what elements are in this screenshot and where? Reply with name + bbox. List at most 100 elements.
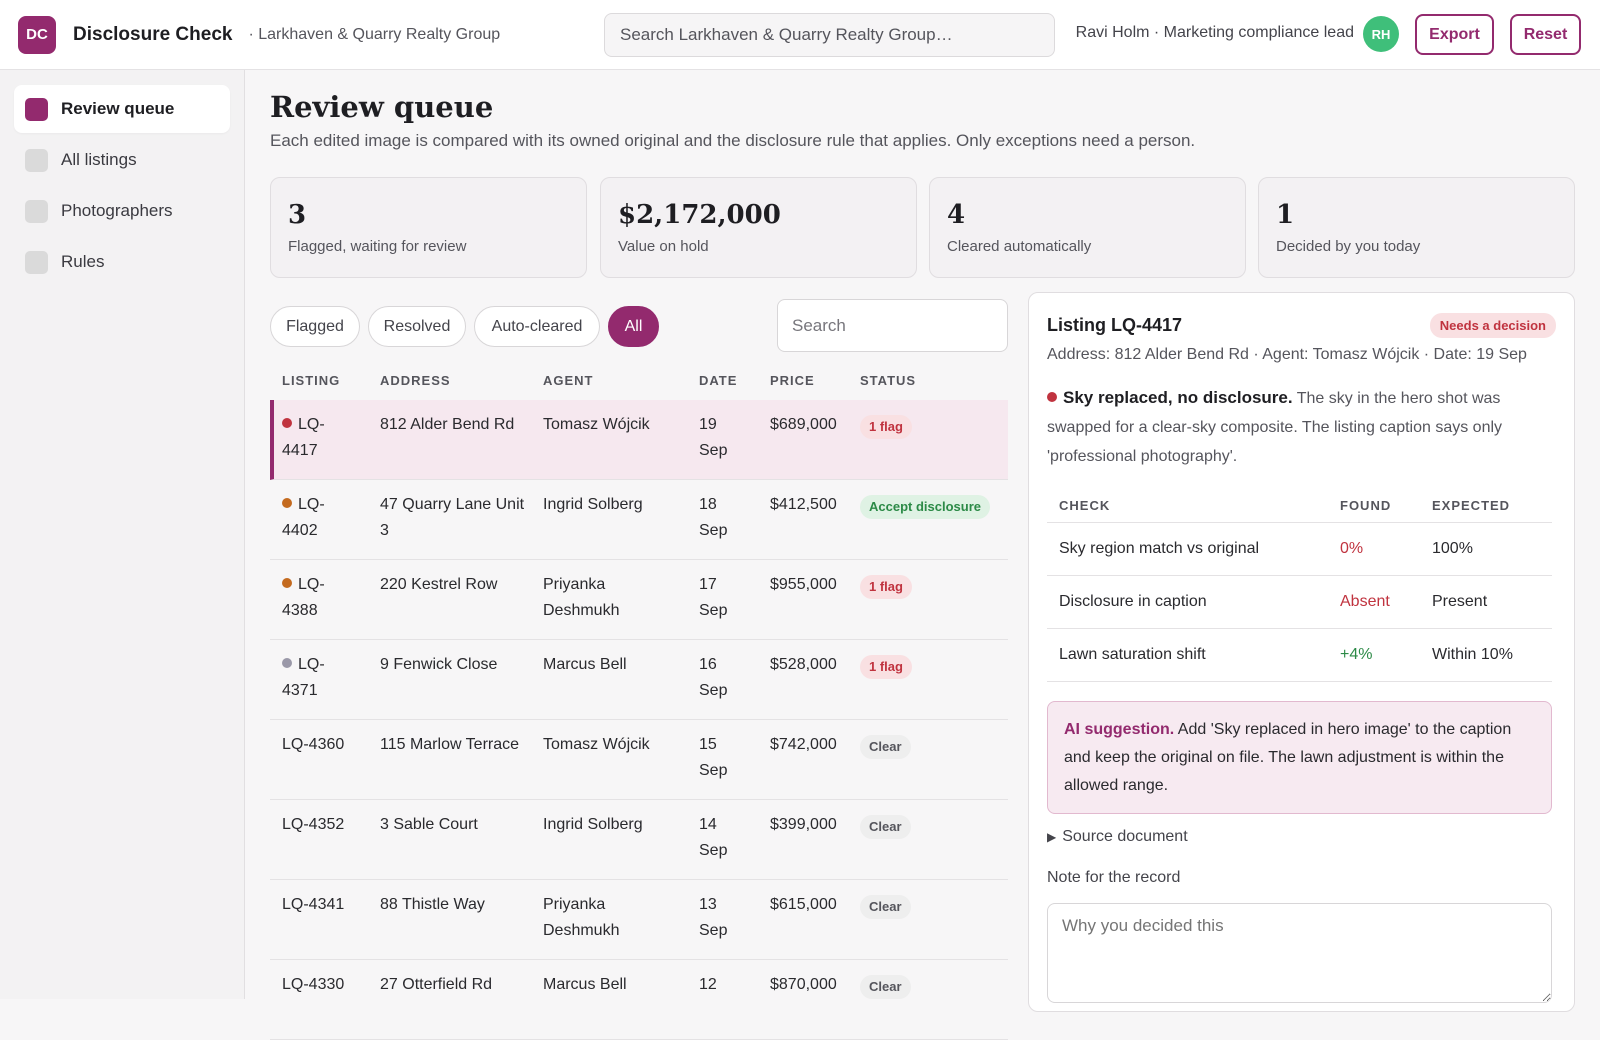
- date: 12: [699, 972, 744, 998]
- price: $870,000: [770, 976, 837, 993]
- price: $399,000: [770, 816, 837, 833]
- status-dot-icon: [282, 418, 292, 428]
- table-row[interactable]: LQ- 4402 47 Quarry Lane Unit 3 Ingrid Solbe…: [270, 480, 1008, 560]
- org-name: · Larkhaven & Quarry Realty Group: [248, 25, 501, 43]
- table-row[interactable]: LQ- 4388 220 Kestrel Row Priyanka Deshmukh 1…: [270, 560, 1008, 640]
- top-bar: DC Disclosure Check · Larkhaven & Quarry…: [0, 0, 1600, 70]
- app-logo: DC: [18, 15, 56, 54]
- filter-chip-resolved[interactable]: Resolved: [368, 306, 466, 347]
- date-month: Sep: [699, 842, 728, 859]
- listing-id: LQ- 4371: [282, 652, 362, 704]
- address: 115 Marlow Terrace: [380, 736, 520, 753]
- stat-label: Decided by you today: [1276, 238, 1421, 255]
- sidebar-item-review-queue[interactable]: Review queue: [14, 85, 230, 133]
- status-badge: Clear: [860, 815, 911, 839]
- listing-id-prefix: LQ-4330: [282, 976, 345, 993]
- listing-id-prefix: LQ-: [298, 576, 325, 593]
- check-name: Disclosure in caption: [1059, 593, 1207, 610]
- table-body: LQ- 4417 812 Alder Bend Rd Tomasz Wójcik 19 S…: [270, 400, 1008, 1040]
- stat-label: Cleared automatically: [947, 238, 1092, 255]
- sidebar-item-rules[interactable]: Rules: [14, 238, 230, 286]
- stat-value: 4: [947, 200, 966, 230]
- check-row: Sky region match vs original 0% 100%: [1047, 523, 1552, 576]
- review-queue-icon: [25, 97, 48, 121]
- price: $955,000: [770, 576, 837, 593]
- triangle-right-icon: ▶: [1047, 830, 1057, 844]
- table-row[interactable]: LQ-4330 27 Otterfield Rd Marcus Bell 12 $870…: [270, 960, 1008, 1040]
- table-row[interactable]: LQ-4341 88 Thistle Way Priyanka Deshmukh 13…: [270, 880, 1008, 960]
- status-cell: Clear: [860, 814, 911, 840]
- listing-id-prefix: LQ-: [298, 496, 325, 513]
- table-row[interactable]: LQ- 4371 9 Fenwick Close Marcus Bell 16 Sep $5…: [270, 640, 1008, 720]
- col-date: DATE: [699, 372, 738, 388]
- listing-id-suffix: 4402: [282, 522, 318, 539]
- check-row: Disclosure in caption Absent Present: [1047, 576, 1552, 629]
- table-row[interactable]: LQ- 4417 812 Alder Bend Rd Tomasz Wójcik 19 S…: [270, 400, 1008, 480]
- note-label: Note for the record: [1047, 869, 1181, 886]
- status-cell: Clear: [860, 894, 911, 920]
- table-search-input[interactable]: Search: [777, 299, 1008, 352]
- sidebar-item-all-listings[interactable]: All listings: [14, 136, 230, 184]
- avatar[interactable]: RH: [1363, 16, 1399, 52]
- detail-title: Listing LQ-4417: [1047, 315, 1183, 335]
- source-document-toggle[interactable]: ▶ Source document: [1047, 828, 1188, 846]
- sidebar: Review queue All listings Photographers …: [0, 70, 245, 999]
- global-search-input[interactable]: Search Larkhaven & Quarry Realty Group…: [604, 13, 1055, 57]
- check-found: Absent: [1340, 593, 1390, 610]
- stat-card-cleared: 4 Cleared automatically: [929, 177, 1246, 278]
- note-field[interactable]: [1047, 903, 1552, 1003]
- filter-chip-all[interactable]: All: [608, 306, 659, 347]
- status-badge: 1 flag: [860, 575, 912, 599]
- stat-card-decided: 1 Decided by you today: [1258, 177, 1575, 278]
- date: 15 Sep: [699, 732, 744, 784]
- date-day: 19: [699, 416, 717, 433]
- status-cell: 1 flag: [860, 574, 912, 600]
- status-dot-icon: [282, 578, 292, 588]
- date-day: 15: [699, 736, 717, 753]
- status-badge: Clear: [860, 975, 911, 999]
- listing-id-prefix: LQ-: [298, 656, 325, 673]
- sidebar-item-photographers[interactable]: Photographers: [14, 187, 230, 235]
- date-month: Sep: [699, 762, 728, 779]
- check-row: Lawn saturation shift +4% Within 10%: [1047, 629, 1552, 682]
- ai-suggestion-text: Add 'Sky replaced in hero image' to the …: [1064, 721, 1512, 794]
- reset-button[interactable]: Reset: [1510, 14, 1581, 55]
- issue-dot-icon: [1047, 392, 1057, 402]
- check-expected: Present: [1432, 593, 1488, 610]
- col-agent: AGENT: [543, 372, 594, 388]
- listing-id: LQ- 4402: [282, 492, 362, 544]
- listing-id: LQ- 4388: [282, 572, 362, 624]
- address: 27 Otterfield Rd: [380, 976, 493, 993]
- date-day: 13: [699, 896, 717, 913]
- status-badge: Needs a decision: [1429, 313, 1556, 338]
- checks-table: CHECK FOUND EXPECTED Sky region match vs…: [1047, 485, 1552, 682]
- col-expected: EXPECTED: [1432, 498, 1511, 513]
- status-badge: Accept disclosure: [860, 495, 990, 519]
- stat-label: Value on hold: [618, 238, 709, 255]
- detail-panel: Listing LQ-4417 Needs a decision Address…: [1028, 292, 1575, 1012]
- date-day: 16: [699, 656, 717, 673]
- filter-chip-flagged[interactable]: Flagged: [270, 306, 360, 347]
- agent: Priyanka Deshmukh: [543, 896, 620, 939]
- date-month: Sep: [699, 602, 728, 619]
- export-button[interactable]: Export: [1415, 14, 1494, 55]
- status-cell: Clear: [860, 974, 911, 1000]
- status-cell: 1 flag: [860, 414, 912, 440]
- listing-id: LQ-4341: [282, 892, 362, 918]
- status-badge: 1 flag: [860, 415, 912, 439]
- date-day: 18: [699, 496, 717, 513]
- filter-chip-auto-cleared[interactable]: Auto-cleared: [474, 306, 600, 347]
- stat-value: 1: [1276, 200, 1295, 230]
- listing-id-prefix: LQ-4360: [282, 736, 345, 753]
- check-name: Lawn saturation shift: [1059, 646, 1206, 663]
- date: 14 Sep: [699, 812, 744, 864]
- date: 18 Sep: [699, 492, 744, 544]
- date-month: Sep: [699, 442, 728, 459]
- listing-id-suffix: 4417: [282, 442, 318, 459]
- date: 13 Sep: [699, 892, 744, 944]
- address: 812 Alder Bend Rd: [380, 416, 515, 433]
- sidebar-item-label: Rules: [61, 252, 105, 271]
- table-row[interactable]: LQ-4360 115 Marlow Terrace Tomasz Wójcik 15…: [270, 720, 1008, 800]
- table-row[interactable]: LQ-4352 3 Sable Court Ingrid Solberg 14 Sep $…: [270, 800, 1008, 880]
- col-address: ADDRESS: [380, 372, 451, 388]
